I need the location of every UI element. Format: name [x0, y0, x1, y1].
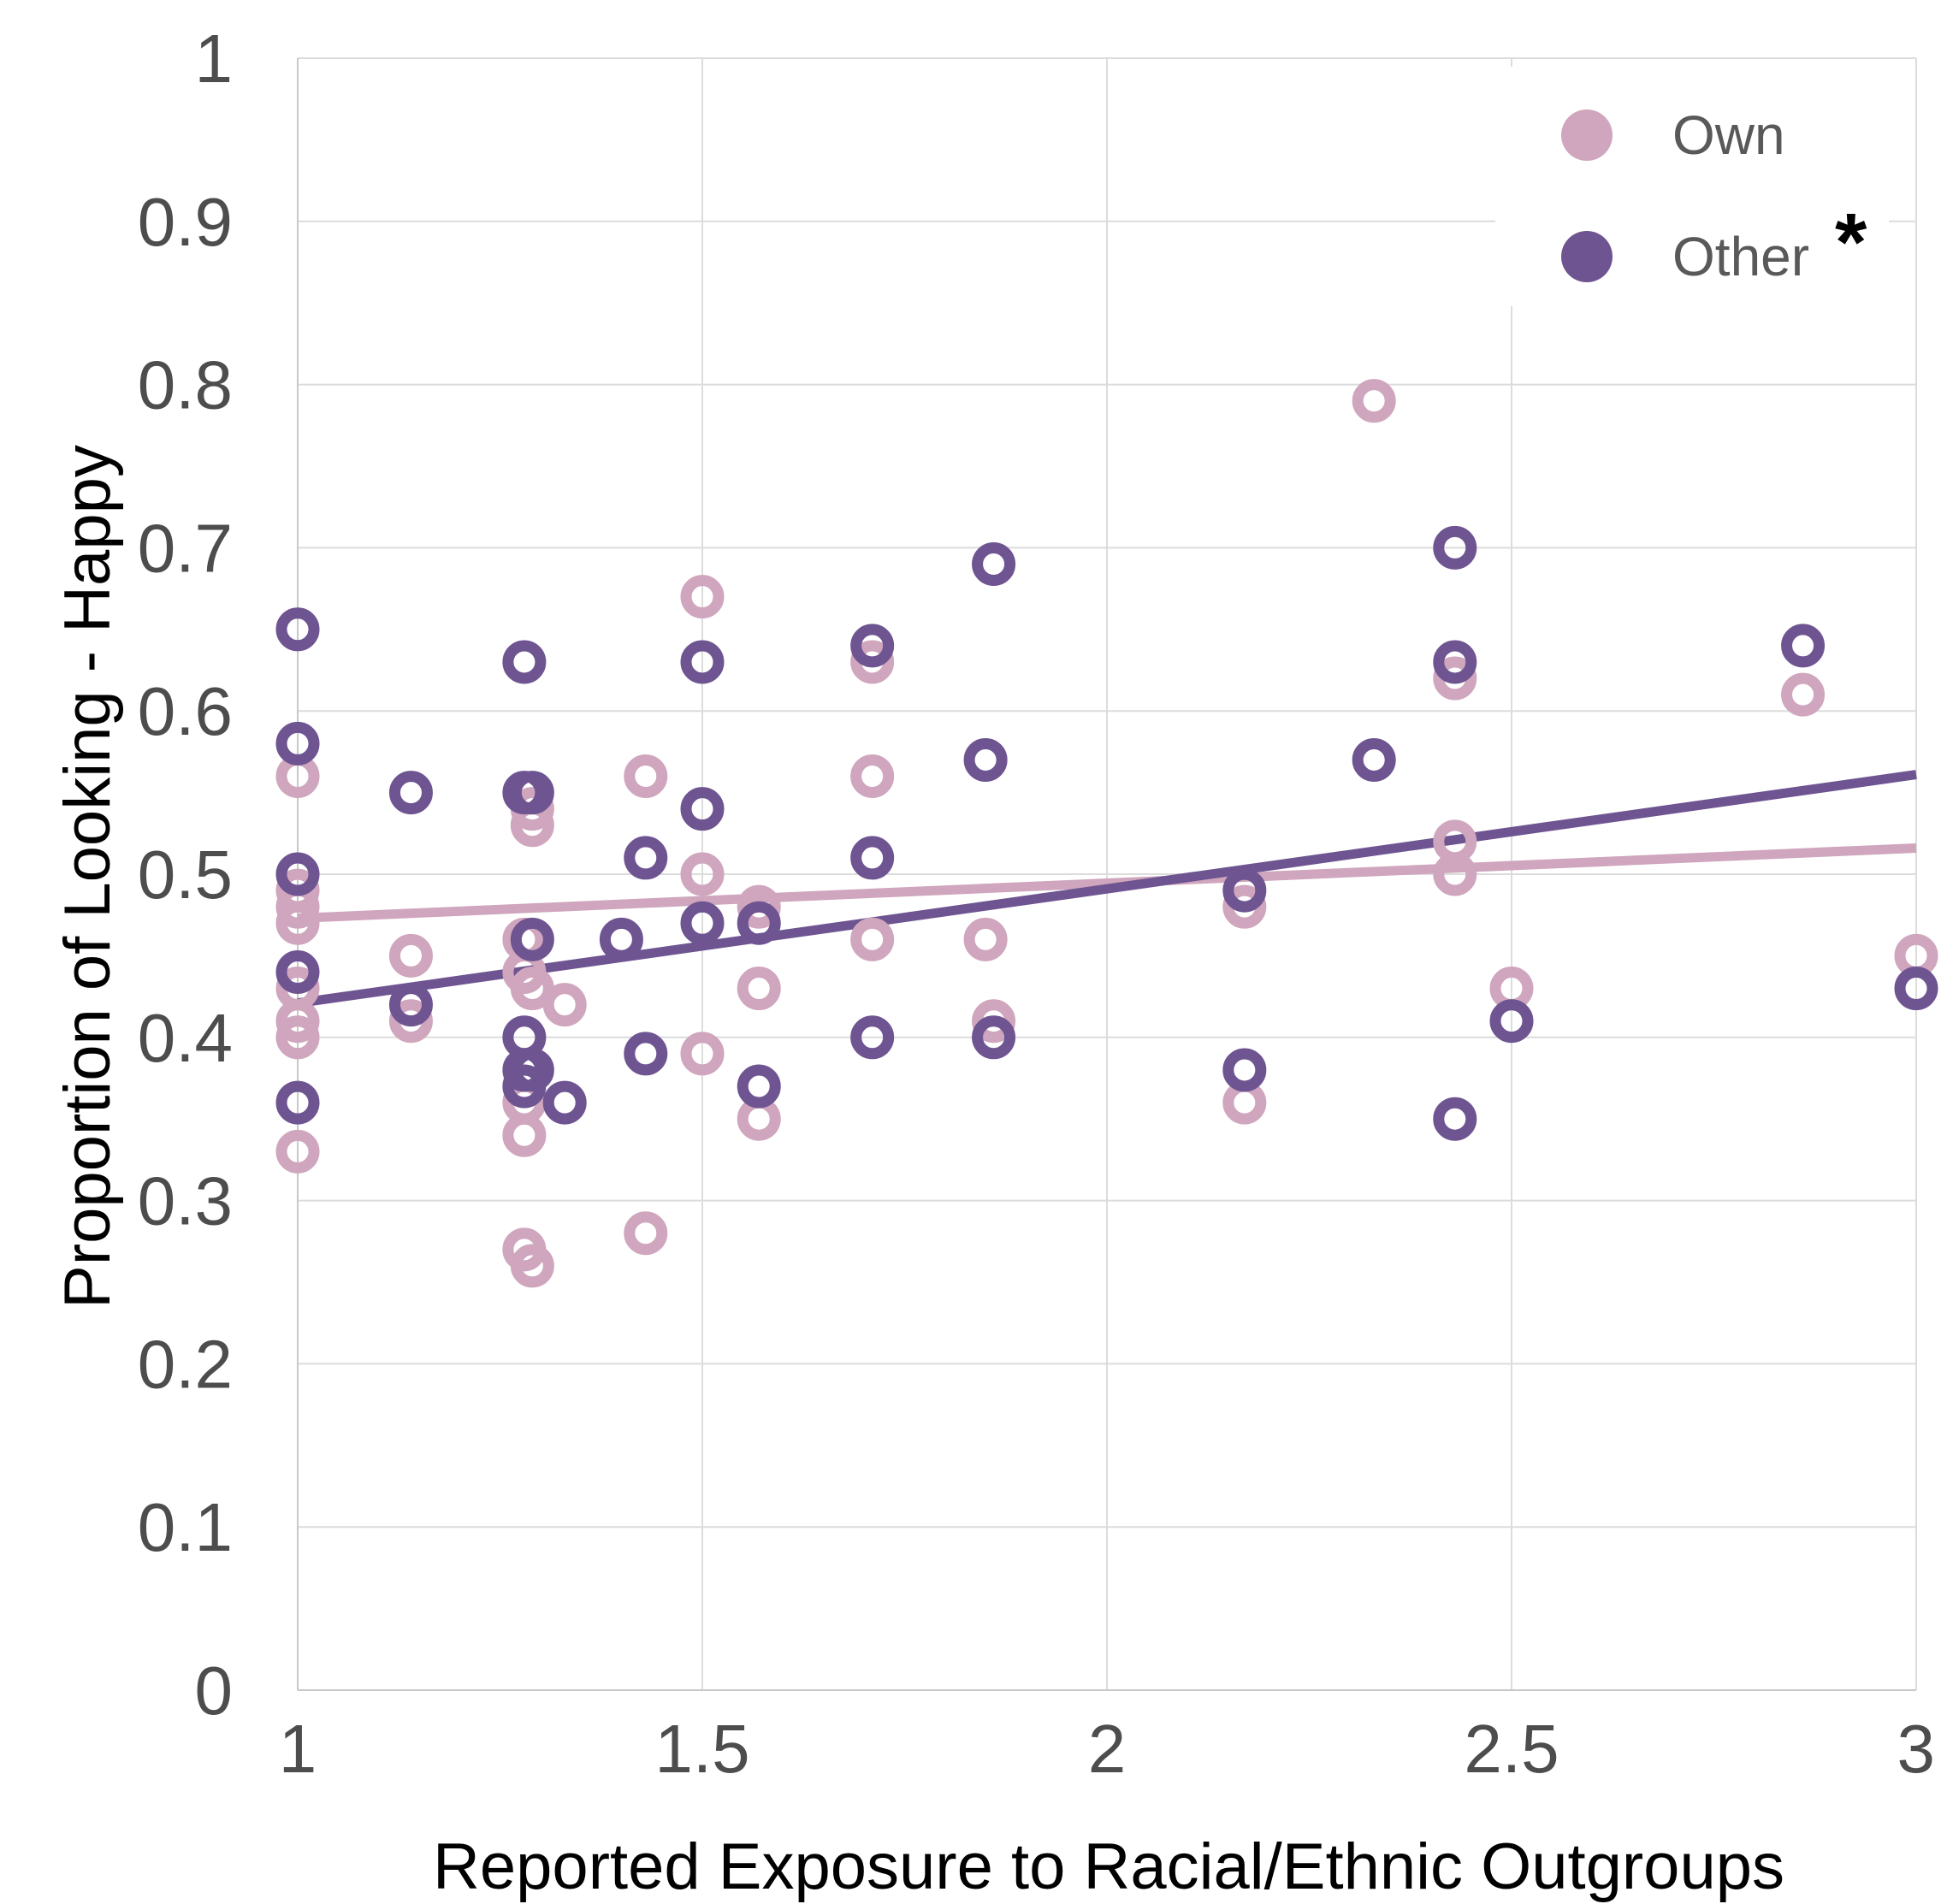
- other-data-point: [680, 787, 725, 831]
- trend-lines: [297, 770, 1917, 1008]
- x-tick-label: 1.5: [654, 1711, 749, 1787]
- other-data-point: [1781, 624, 1826, 668]
- y-tick-label: 0.6: [138, 673, 233, 749]
- own-data-point: [624, 1211, 668, 1256]
- y-tick-label: 0.7: [138, 510, 233, 586]
- own-data-point: [388, 933, 433, 978]
- other-data-point: [510, 917, 554, 961]
- other-data-point: [963, 737, 1008, 782]
- y-tick-label: 0.2: [138, 1326, 233, 1402]
- own-data-point: [1352, 379, 1396, 423]
- y-tick-label: 0.4: [138, 1000, 233, 1076]
- own-trend-line: [297, 843, 1917, 924]
- other-data-point: [1894, 967, 1938, 1011]
- other-legend-label: Other: [1672, 226, 1809, 287]
- other-data-point: [542, 1080, 587, 1125]
- y-tick-label: 0.8: [138, 347, 233, 423]
- own-data-point: [275, 901, 320, 945]
- other-data-point: [1433, 640, 1477, 684]
- other-trend-line: [297, 770, 1917, 1008]
- other-legend-swatch: [1561, 231, 1613, 282]
- other-data-point: [502, 640, 547, 684]
- y-tick-label: 0.3: [138, 1163, 233, 1239]
- own-data-point: [1222, 884, 1267, 929]
- own-data-point: [1781, 672, 1826, 717]
- own-data-point: [502, 1113, 547, 1157]
- own-data-point: [963, 917, 1008, 961]
- own-data-point: [1433, 656, 1477, 701]
- own-data-point: [737, 967, 781, 1011]
- other-data-point: [850, 1015, 895, 1060]
- own-data-point: [388, 999, 433, 1044]
- other-data-point: [275, 1080, 320, 1125]
- other-data-point: [972, 1015, 1016, 1060]
- own-data-point: [510, 967, 554, 1011]
- x-tick-label: 2.5: [1464, 1711, 1559, 1787]
- own-data-point: [1433, 852, 1477, 896]
- own-legend-swatch: [1561, 109, 1613, 161]
- x-tick-label: 2: [1088, 1711, 1127, 1787]
- y-axis-title: Proportion of Looking - Happy: [51, 445, 124, 1309]
- other-data-point: [1433, 525, 1477, 570]
- other-data-point: [1222, 868, 1267, 913]
- tick-labels: 0 0.1 0.2 0.3 0.4 0.5 0.6 0.7 0.8 0.9 1 1 1.5 2 2.5 3: [138, 21, 1935, 1787]
- other-data-point: [599, 917, 643, 961]
- other-data-point: [275, 852, 320, 896]
- legend: Own Other *: [1495, 67, 1889, 306]
- other-data-point: [737, 901, 781, 945]
- y-tick-label: 0.5: [138, 837, 233, 913]
- own-legend-label: Own: [1672, 104, 1785, 166]
- other-data-point: [510, 771, 554, 815]
- x-axis-title: Reported Exposure to Racial/Ethnic Outgr…: [433, 1830, 1784, 1903]
- own-data-point: [542, 983, 587, 1027]
- own-data-point: [680, 575, 725, 619]
- other-data-point: [1489, 999, 1534, 1044]
- other-data-point: [388, 771, 433, 815]
- significance-star: *: [1835, 197, 1867, 288]
- other-data-point: [972, 541, 1016, 586]
- own-data-point: [972, 999, 1016, 1044]
- x-tick-label: 3: [1897, 1711, 1936, 1787]
- other-data-point: [850, 624, 895, 668]
- own-data-point: [850, 917, 895, 961]
- own-data-point: [850, 640, 895, 684]
- other-data-point: [624, 836, 668, 880]
- y-tick-label: 0.9: [138, 184, 233, 260]
- own-data-point: [680, 1032, 725, 1076]
- own-data-point: [850, 754, 895, 799]
- other-data-point: [388, 983, 433, 1027]
- other-data-point: [1433, 1097, 1477, 1141]
- other-data-point: [680, 640, 725, 684]
- other-data-point: [275, 607, 320, 652]
- other-data-point: [275, 949, 320, 994]
- other-data-point: [1352, 737, 1396, 782]
- other-data-point: [850, 836, 895, 880]
- own-data-point: [510, 1244, 554, 1288]
- own-data-point: [275, 999, 320, 1044]
- other-data-point: [1222, 1048, 1267, 1092]
- other-data-point: [502, 1064, 547, 1109]
- data-points: [275, 379, 1938, 1288]
- y-tick-label: 1: [195, 21, 234, 97]
- own-data-point: [275, 1129, 320, 1174]
- own-data-point: [275, 1015, 320, 1060]
- own-data-point: [737, 884, 781, 929]
- other-data-point: [624, 1032, 668, 1076]
- other-data-point: [680, 901, 725, 945]
- y-tick-label: 0: [195, 1653, 234, 1729]
- other-data-point: [275, 721, 320, 766]
- own-data-point: [624, 754, 668, 799]
- legend-background: [1495, 67, 1889, 306]
- y-tick-label: 0.1: [138, 1489, 233, 1565]
- own-data-point: [680, 852, 725, 896]
- other-data-point: [737, 1064, 781, 1109]
- x-tick-label: 1: [279, 1711, 317, 1787]
